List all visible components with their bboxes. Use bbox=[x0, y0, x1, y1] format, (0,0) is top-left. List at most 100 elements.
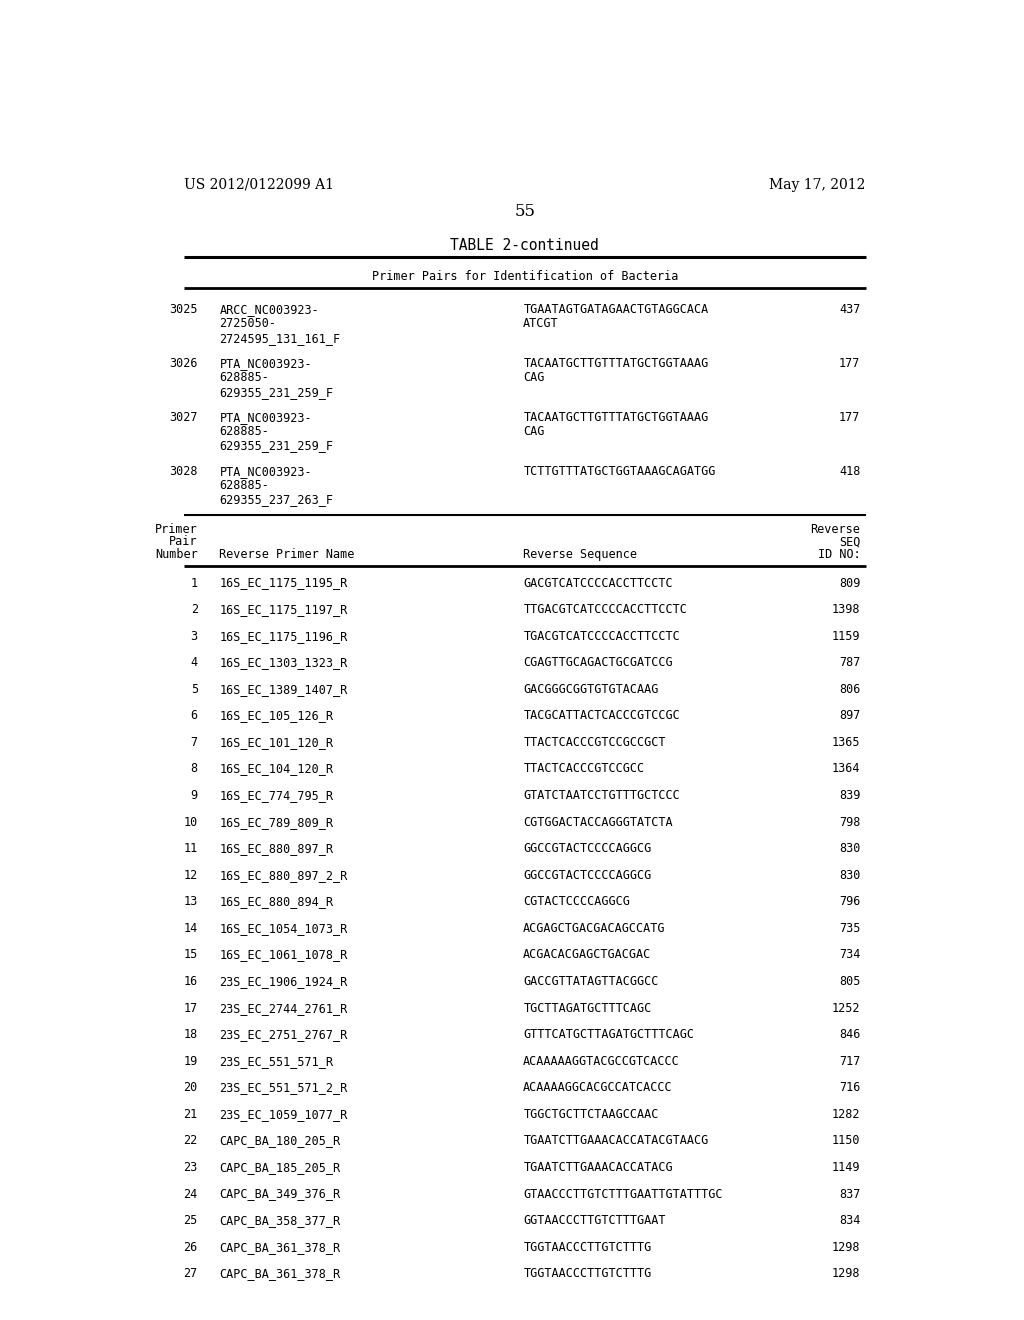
Text: CAPC_BA_358_377_R: CAPC_BA_358_377_R bbox=[219, 1214, 341, 1228]
Text: 1282: 1282 bbox=[831, 1107, 860, 1121]
Text: Primer: Primer bbox=[155, 523, 198, 536]
Text: 26: 26 bbox=[183, 1241, 198, 1254]
Text: GTAACCCTTGTCTTTGAATTGTATTTGC: GTAACCCTTGTCTTTGAATTGTATTTGC bbox=[523, 1188, 723, 1200]
Text: 24: 24 bbox=[183, 1188, 198, 1200]
Text: CAG: CAG bbox=[523, 371, 545, 384]
Text: 1: 1 bbox=[190, 577, 198, 590]
Text: 177: 177 bbox=[839, 411, 860, 424]
Text: 1364: 1364 bbox=[831, 763, 860, 775]
Text: 10: 10 bbox=[183, 816, 198, 829]
Text: 2725050-: 2725050- bbox=[219, 317, 276, 330]
Text: 798: 798 bbox=[839, 816, 860, 829]
Text: 16S_EC_1175_1197_R: 16S_EC_1175_1197_R bbox=[219, 603, 348, 616]
Text: 629355_231_259_F: 629355_231_259_F bbox=[219, 440, 334, 453]
Text: CAPC_BA_361_378_R: CAPC_BA_361_378_R bbox=[219, 1241, 341, 1254]
Text: TGGCTGCTTCTAAGCCAAC: TGGCTGCTTCTAAGCCAAC bbox=[523, 1107, 658, 1121]
Text: 628885-: 628885- bbox=[219, 479, 269, 492]
Text: 16S_EC_1389_1407_R: 16S_EC_1389_1407_R bbox=[219, 682, 348, 696]
Text: 834: 834 bbox=[839, 1214, 860, 1228]
Text: 23S_EC_551_571_2_R: 23S_EC_551_571_2_R bbox=[219, 1081, 348, 1094]
Text: 23S_EC_2744_2761_R: 23S_EC_2744_2761_R bbox=[219, 1002, 348, 1015]
Text: SEQ: SEQ bbox=[839, 536, 860, 548]
Text: ACAAAAGGCACGCCATCACCC: ACAAAAGGCACGCCATCACCC bbox=[523, 1081, 673, 1094]
Text: CGAGTTGCAGACTGCGATCCG: CGAGTTGCAGACTGCGATCCG bbox=[523, 656, 673, 669]
Text: 23S_EC_2751_2767_R: 23S_EC_2751_2767_R bbox=[219, 1028, 348, 1041]
Text: CAPC_BA_180_205_R: CAPC_BA_180_205_R bbox=[219, 1134, 341, 1147]
Text: TGAATCTTGAAACACCATACGTAACG: TGAATCTTGAAACACCATACGTAACG bbox=[523, 1134, 709, 1147]
Text: 717: 717 bbox=[839, 1055, 860, 1068]
Text: ACGACACGAGCTGACGAC: ACGACACGAGCTGACGAC bbox=[523, 948, 651, 961]
Text: TACAATGCTTGTTTATGCTGGTAAAG: TACAATGCTTGTTTATGCTGGTAAAG bbox=[523, 411, 709, 424]
Text: 27: 27 bbox=[183, 1267, 198, 1280]
Text: 3025: 3025 bbox=[169, 304, 198, 317]
Text: 23S_EC_1906_1924_R: 23S_EC_1906_1924_R bbox=[219, 975, 348, 987]
Text: 23S_EC_1059_1077_R: 23S_EC_1059_1077_R bbox=[219, 1107, 348, 1121]
Text: 837: 837 bbox=[839, 1188, 860, 1200]
Text: 1159: 1159 bbox=[831, 630, 860, 643]
Text: GACGGGCGGTGTGTACAAG: GACGGGCGGTGTGTACAAG bbox=[523, 682, 658, 696]
Text: 20: 20 bbox=[183, 1081, 198, 1094]
Text: 16S_EC_774_795_R: 16S_EC_774_795_R bbox=[219, 789, 334, 803]
Text: 16S_EC_1175_1196_R: 16S_EC_1175_1196_R bbox=[219, 630, 348, 643]
Text: 6: 6 bbox=[190, 709, 198, 722]
Text: TACGCATTACTCACCCGTCCGC: TACGCATTACTCACCCGTCCGC bbox=[523, 709, 680, 722]
Text: TGACGTCATCCCCACCTTCCTC: TGACGTCATCCCCACCTTCCTC bbox=[523, 630, 680, 643]
Text: 1298: 1298 bbox=[831, 1241, 860, 1254]
Text: 2: 2 bbox=[190, 603, 198, 616]
Text: ATCGT: ATCGT bbox=[523, 317, 559, 330]
Text: TACAATGCTTGTTTATGCTGGTAAAG: TACAATGCTTGTTTATGCTGGTAAAG bbox=[523, 358, 709, 370]
Text: 734: 734 bbox=[839, 948, 860, 961]
Text: 629355_231_259_F: 629355_231_259_F bbox=[219, 385, 334, 399]
Text: Reverse: Reverse bbox=[811, 523, 860, 536]
Text: Primer Pairs for Identification of Bacteria: Primer Pairs for Identification of Bacte… bbox=[372, 271, 678, 282]
Text: PTA_NC003923-: PTA_NC003923- bbox=[219, 411, 312, 424]
Text: TGGTAACCCTTGTCTTTG: TGGTAACCCTTGTCTTTG bbox=[523, 1267, 651, 1280]
Text: GACGTCATCCCCACCTTCCTC: GACGTCATCCCCACCTTCCTC bbox=[523, 577, 673, 590]
Text: ACAAAAAGGTACGCCGTCACCC: ACAAAAAGGTACGCCGTCACCC bbox=[523, 1055, 680, 1068]
Text: 1365: 1365 bbox=[831, 737, 860, 748]
Text: PTA_NC003923-: PTA_NC003923- bbox=[219, 465, 312, 478]
Text: 16S_EC_789_809_R: 16S_EC_789_809_R bbox=[219, 816, 334, 829]
Text: 629355_237_263_F: 629355_237_263_F bbox=[219, 494, 334, 507]
Text: TCTTGTTTATGCTGGTAAAGCAGATGG: TCTTGTTTATGCTGGTAAAGCAGATGG bbox=[523, 465, 716, 478]
Text: 17: 17 bbox=[183, 1002, 198, 1015]
Text: 16S_EC_880_897_2_R: 16S_EC_880_897_2_R bbox=[219, 869, 348, 882]
Text: 12: 12 bbox=[183, 869, 198, 882]
Text: CGTGGACTACCAGGGTATCTA: CGTGGACTACCAGGGTATCTA bbox=[523, 816, 673, 829]
Text: Pair: Pair bbox=[169, 536, 198, 548]
Text: 16S_EC_1054_1073_R: 16S_EC_1054_1073_R bbox=[219, 921, 348, 935]
Text: 5: 5 bbox=[190, 682, 198, 696]
Text: 13: 13 bbox=[183, 895, 198, 908]
Text: 3028: 3028 bbox=[169, 465, 198, 478]
Text: 21: 21 bbox=[183, 1107, 198, 1121]
Text: 437: 437 bbox=[839, 304, 860, 317]
Text: 809: 809 bbox=[839, 577, 860, 590]
Text: 806: 806 bbox=[839, 682, 860, 696]
Text: GGCCGTACTCCCCAGGCG: GGCCGTACTCCCCAGGCG bbox=[523, 842, 651, 855]
Text: GTATCTAATCCTGTTTGCTCCC: GTATCTAATCCTGTTTGCTCCC bbox=[523, 789, 680, 803]
Text: CAPC_BA_185_205_R: CAPC_BA_185_205_R bbox=[219, 1162, 341, 1173]
Text: TGAATAGTGATAGAACTGTAGGCACA: TGAATAGTGATAGAACTGTAGGCACA bbox=[523, 304, 709, 317]
Text: 830: 830 bbox=[839, 869, 860, 882]
Text: 16S_EC_105_126_R: 16S_EC_105_126_R bbox=[219, 709, 334, 722]
Text: CGTACTCCCCAGGCG: CGTACTCCCCAGGCG bbox=[523, 895, 630, 908]
Text: 16S_EC_880_894_R: 16S_EC_880_894_R bbox=[219, 895, 334, 908]
Text: ARCC_NC003923-: ARCC_NC003923- bbox=[219, 304, 319, 317]
Text: 18: 18 bbox=[183, 1028, 198, 1041]
Text: 796: 796 bbox=[839, 895, 860, 908]
Text: Reverse Primer Name: Reverse Primer Name bbox=[219, 548, 355, 561]
Text: 8: 8 bbox=[190, 763, 198, 775]
Text: 1298: 1298 bbox=[831, 1267, 860, 1280]
Text: 16S_EC_880_897_R: 16S_EC_880_897_R bbox=[219, 842, 334, 855]
Text: TTGACGTCATCCCCACCTTCCTC: TTGACGTCATCCCCACCTTCCTC bbox=[523, 603, 687, 616]
Text: PTA_NC003923-: PTA_NC003923- bbox=[219, 358, 312, 370]
Text: 787: 787 bbox=[839, 656, 860, 669]
Text: TABLE 2-continued: TABLE 2-continued bbox=[451, 238, 599, 252]
Text: 3026: 3026 bbox=[169, 358, 198, 370]
Text: ACGAGCTGACGACAGCCATG: ACGAGCTGACGACAGCCATG bbox=[523, 921, 666, 935]
Text: 1252: 1252 bbox=[831, 1002, 860, 1015]
Text: GTTTCATGCTTAGATGCTTTCAGC: GTTTCATGCTTAGATGCTTTCAGC bbox=[523, 1028, 694, 1041]
Text: 846: 846 bbox=[839, 1028, 860, 1041]
Text: 1150: 1150 bbox=[831, 1134, 860, 1147]
Text: 7: 7 bbox=[190, 737, 198, 748]
